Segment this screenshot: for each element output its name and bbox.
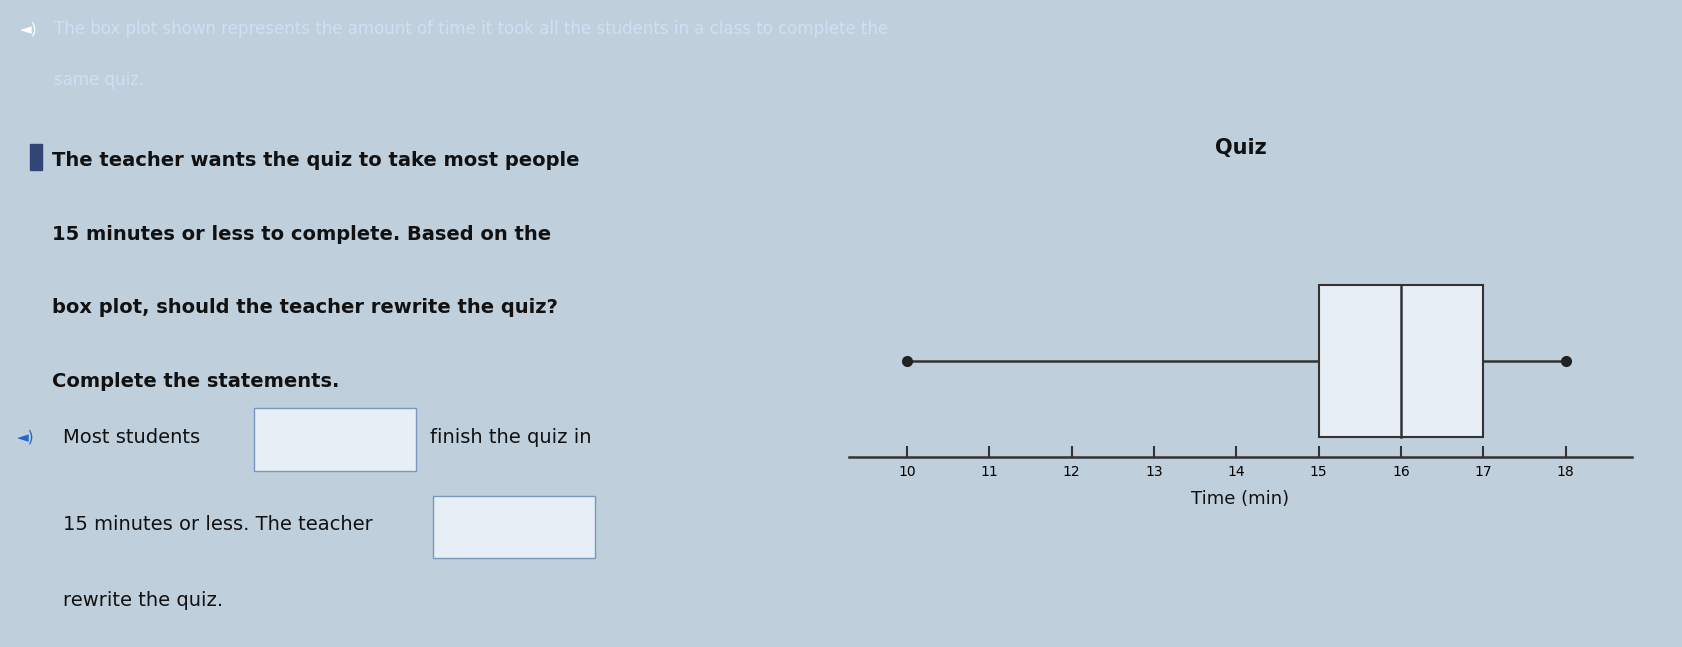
Text: box plot, should the teacher rewrite the quiz?: box plot, should the teacher rewrite the… [52, 298, 558, 317]
FancyBboxPatch shape [254, 408, 417, 471]
Text: ◄): ◄) [17, 430, 34, 444]
FancyBboxPatch shape [432, 496, 595, 558]
Text: 15 minutes or less to complete. Based on the: 15 minutes or less to complete. Based on… [52, 225, 552, 244]
Text: rewrite the quiz.: rewrite the quiz. [62, 591, 224, 610]
Text: ▼: ▼ [395, 432, 404, 443]
Bar [30, 144, 42, 170]
Text: ▼: ▼ [574, 520, 582, 529]
Title: Quiz: Quiz [1214, 138, 1267, 159]
Text: 15 minutes or less. The teacher: 15 minutes or less. The teacher [62, 515, 373, 534]
X-axis label: Time (min): Time (min) [1191, 490, 1290, 509]
Text: ?: ? [278, 428, 288, 447]
Text: Complete the statements.: Complete the statements. [52, 372, 340, 391]
Text: ◄): ◄) [20, 21, 37, 36]
Text: ?: ? [456, 515, 466, 534]
Text: same quiz.: same quiz. [54, 71, 145, 89]
Text: Most students: Most students [62, 428, 200, 447]
Text: finish the quiz in: finish the quiz in [431, 428, 592, 447]
Bar [1319, 285, 1484, 437]
Text: The teacher wants the quiz to take most people: The teacher wants the quiz to take most … [52, 151, 579, 170]
Text: The box plot shown represents the amount of time it took all the students in a c: The box plot shown represents the amount… [54, 19, 888, 38]
